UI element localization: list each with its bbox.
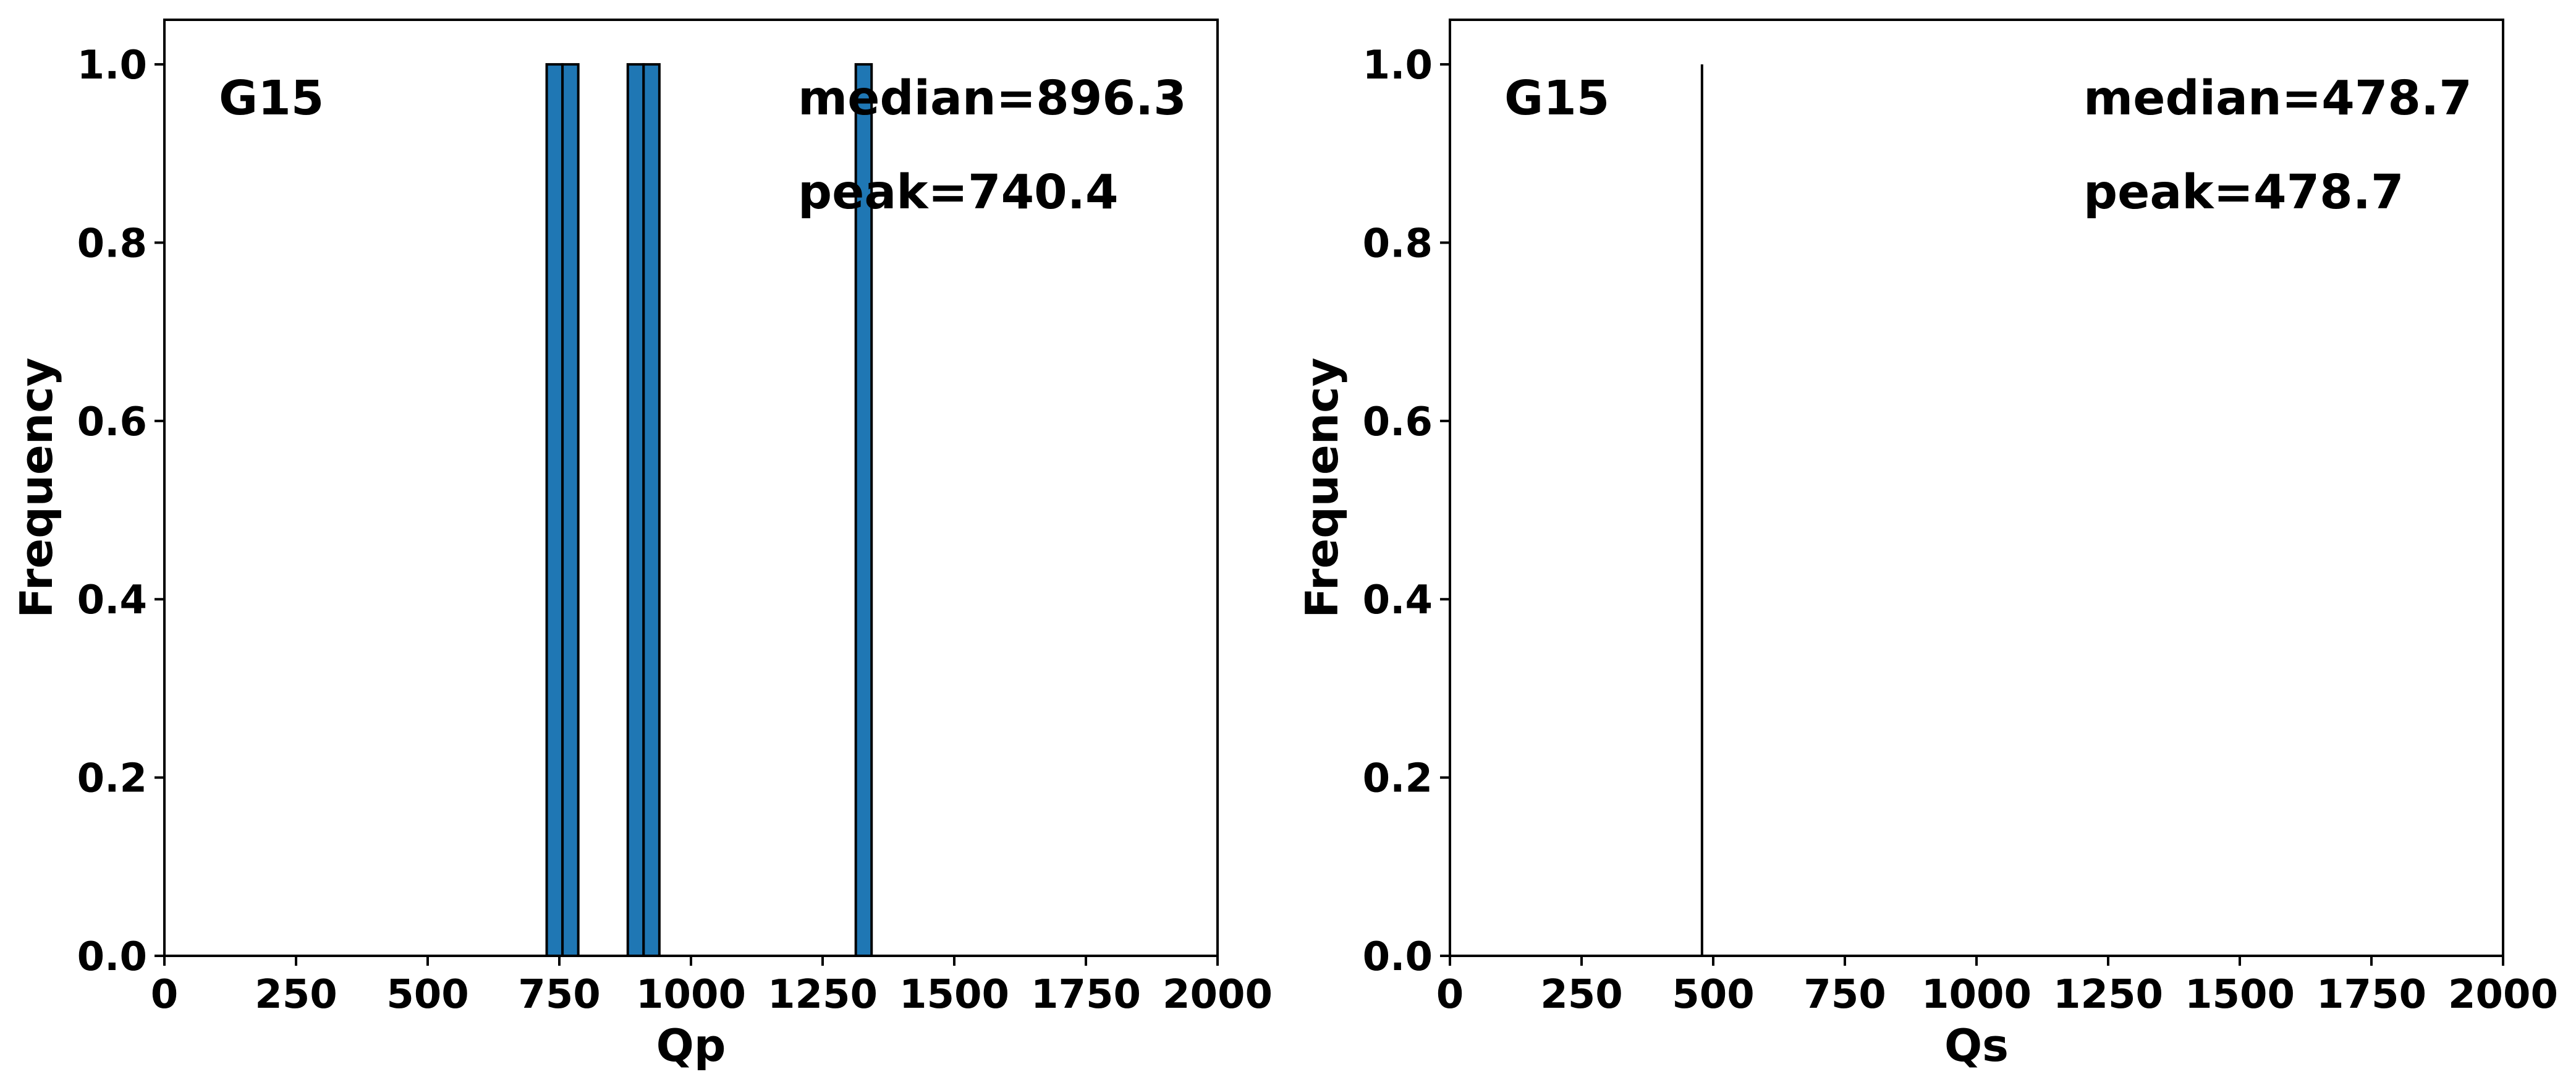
x-tick-label: 250 — [255, 972, 337, 1018]
group-label: G15 — [219, 71, 324, 126]
histogram-bar — [642, 63, 661, 958]
y-tick-label: 0.8 — [1363, 221, 1433, 266]
x-tick-label: 1500 — [899, 972, 1009, 1018]
x-tick-label: 0 — [151, 972, 179, 1018]
plot-frame — [1449, 19, 2504, 957]
y-axis-label: Frequency — [11, 357, 62, 618]
y-tick-label: 0.0 — [1363, 934, 1433, 980]
y-tick-label: 0.4 — [77, 577, 147, 623]
x-tick-label: 1750 — [1031, 972, 1141, 1018]
y-tick-label: 0.2 — [1363, 756, 1433, 802]
y-tick-label: 0.8 — [77, 221, 147, 266]
histogram-bar — [626, 63, 645, 958]
histogram-bar — [561, 63, 580, 958]
y-tick-label: 0.6 — [1363, 399, 1433, 445]
x-tick-label: 2000 — [2448, 972, 2558, 1018]
x-tick-label: 2000 — [1163, 972, 1273, 1018]
y-tick-label: 1.0 — [77, 43, 147, 88]
x-tick-label: 1250 — [768, 972, 878, 1018]
x-tick-label: 1000 — [636, 972, 746, 1018]
x-tick-label: 750 — [1803, 972, 1886, 1018]
x-tick-label: 1000 — [1921, 972, 2032, 1018]
group-label: G15 — [1504, 71, 1609, 126]
histogram-bar — [545, 63, 564, 958]
x-tick-label: 750 — [518, 972, 601, 1018]
peak-annotation: peak=478.7 — [2083, 165, 2404, 220]
x-tick-label: 0 — [1436, 972, 1464, 1018]
chart-panel-1: 0 250 500 750 1000 1250 1500 1750 2000 0.0 0.2 0.4 0… — [11, 19, 1273, 1071]
plot-frame — [163, 19, 1219, 957]
x-tick-label: 1250 — [2053, 972, 2163, 1018]
median-annotation: median=896.3 — [798, 71, 1187, 126]
chart-panel-2: 0 250 500 750 1000 1250 1500 1750 2000 0.0 0.2 0.4 0… — [1296, 19, 2558, 1071]
y-tick-label: 0.0 — [77, 934, 147, 980]
y-axis-label: Frequency — [1296, 357, 1348, 618]
y-tick-label: 0.2 — [77, 756, 147, 802]
x-axis-label: Qp — [656, 1020, 726, 1071]
y-tick-label: 0.6 — [77, 399, 147, 445]
x-tick-label: 500 — [1672, 972, 1755, 1018]
x-tick-label: 1500 — [2185, 972, 2295, 1018]
peak-annotation: peak=740.4 — [798, 165, 1119, 220]
median-annotation: median=478.7 — [2083, 71, 2472, 126]
y-tick-label: 0.4 — [1363, 577, 1433, 623]
x-tick-label: 1750 — [2316, 972, 2426, 1018]
x-tick-label: 250 — [1540, 972, 1623, 1018]
y-tick-label: 1.0 — [1363, 43, 1433, 88]
x-axis-label: Qs — [1944, 1020, 2009, 1071]
x-tick-label: 500 — [386, 972, 469, 1018]
